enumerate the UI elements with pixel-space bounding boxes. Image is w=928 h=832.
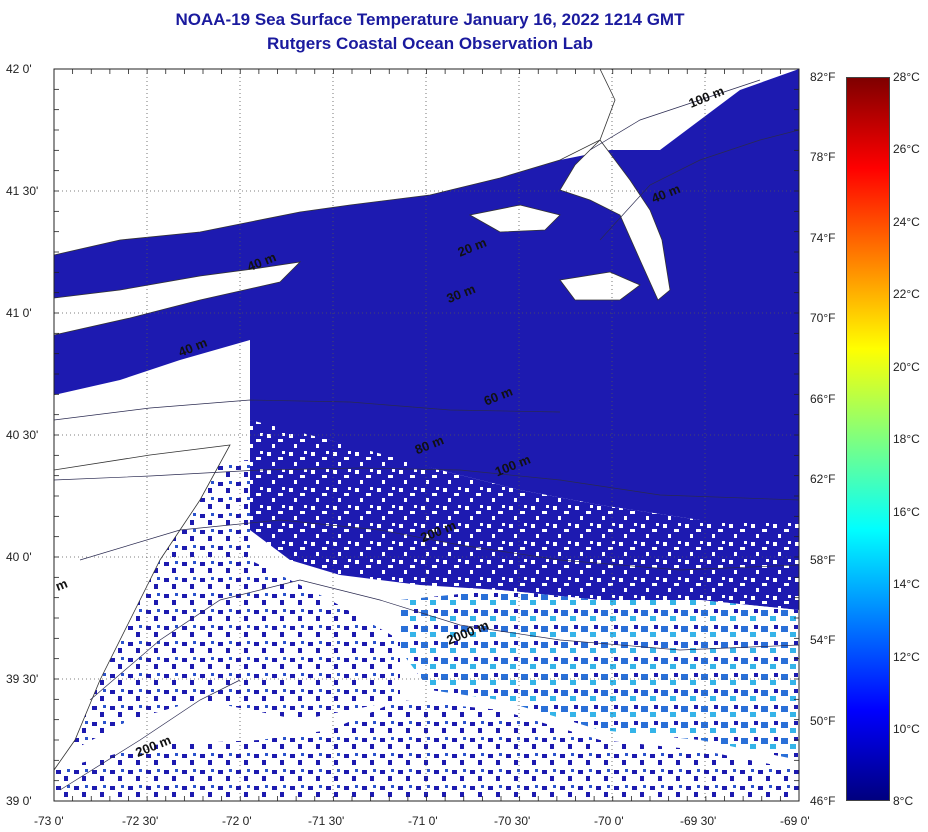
lon-label: -69 30' — [680, 814, 717, 828]
sst-coverage-warm — [400, 590, 799, 760]
celsius-label: 20°C — [893, 360, 920, 374]
lon-label: -69 0' — [780, 814, 810, 828]
fahrenheit-label: 50°F — [810, 714, 836, 728]
land-mainland — [54, 69, 616, 256]
lat-label: 39 30' — [6, 672, 39, 686]
lat-label: 41 0' — [6, 306, 32, 320]
fahrenheit-label: 54°F — [810, 633, 836, 647]
land-new-jersey — [54, 444, 231, 771]
lon-label: -72 0' — [222, 814, 252, 828]
lon-label: -73 0' — [34, 814, 64, 828]
land-islands — [468, 204, 641, 301]
map-title: NOAA-19 Sea Surface Temperature January … — [175, 10, 685, 29]
lon-label: -71 0' — [408, 814, 438, 828]
fahrenheit-label: 70°F — [810, 311, 836, 325]
sst-coverage-southeast — [54, 700, 799, 801]
fahrenheit-label: 66°F — [810, 392, 836, 406]
celsius-label: 24°C — [893, 215, 920, 229]
sst-coverage-shelf — [250, 420, 799, 610]
celsius-label: 12°C — [893, 650, 920, 664]
fahrenheit-label: 58°F — [810, 553, 836, 567]
fahrenheit-label: 74°F — [810, 231, 836, 245]
lat-label: 42 0' — [6, 62, 32, 76]
land-cape-cod — [559, 139, 671, 301]
fahrenheit-label: 62°F — [810, 472, 836, 486]
celsius-label: 26°C — [893, 142, 920, 156]
lat-label: 40 30' — [6, 428, 39, 442]
isobath-lines — [54, 79, 799, 791]
lat-label: 40 0' — [6, 550, 32, 564]
celsius-label: 18°C — [893, 432, 920, 446]
celsius-label: 14°C — [893, 577, 920, 591]
fahrenheit-label: 46°F — [810, 794, 836, 808]
fahrenheit-label: 78°F — [810, 150, 836, 164]
lon-label: -70 0' — [594, 814, 624, 828]
isobath-label: m — [53, 576, 69, 594]
lat-label: 41 30' — [6, 184, 39, 198]
celsius-label: 10°C — [893, 722, 920, 736]
graticule — [54, 69, 799, 801]
fahrenheit-label: 82°F — [810, 70, 836, 84]
celsius-label: 8°C — [893, 794, 914, 808]
lon-label: -72 30' — [122, 814, 159, 828]
land-long-island — [54, 261, 302, 336]
lon-label: -71 30' — [308, 814, 345, 828]
lon-label: -70 30' — [494, 814, 531, 828]
axis-ticks — [53, 68, 800, 802]
celsius-label: 28°C — [893, 70, 920, 84]
temperature-colorbar — [846, 77, 890, 801]
celsius-label: 16°C — [893, 505, 920, 519]
map-subtitle: Rutgers Coastal Ocean Observation Lab — [267, 34, 593, 53]
celsius-label: 22°C — [893, 287, 920, 301]
lat-label: 39 0' — [6, 794, 32, 808]
